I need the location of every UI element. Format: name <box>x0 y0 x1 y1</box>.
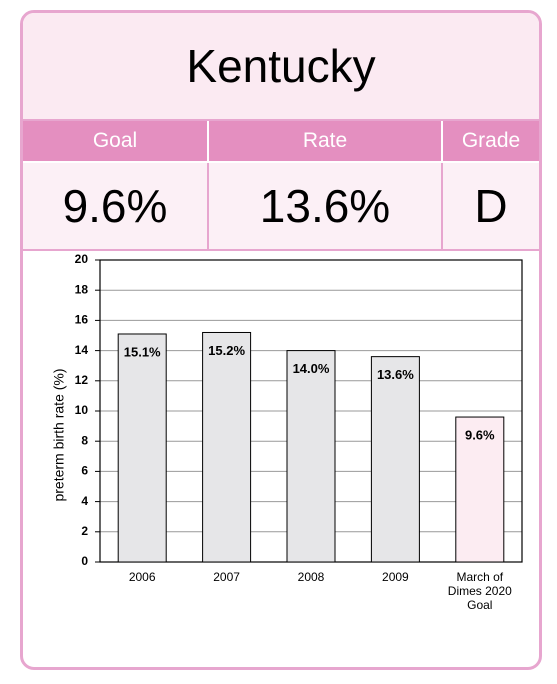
x-tick-label: 2007 <box>213 570 240 584</box>
y-tick-label: 2 <box>81 524 88 538</box>
bar <box>117 333 167 563</box>
value-label: 9.6% <box>465 427 495 442</box>
value-label: 15.2% <box>208 343 245 358</box>
y-tick-label: 20 <box>75 252 89 266</box>
value-label: 13.6% <box>377 367 414 382</box>
x-tick-label: 2009 <box>382 570 409 584</box>
bar <box>370 356 420 563</box>
y-tick-label: 0 <box>81 554 88 568</box>
bar <box>202 331 252 563</box>
column-header: Grade <box>443 121 539 161</box>
column-header: Rate <box>209 121 441 161</box>
column-header: Goal <box>23 121 207 161</box>
y-tick-label: 6 <box>81 464 88 478</box>
y-tick-label: 18 <box>75 282 89 296</box>
y-axis-label: preterm birth rate (%) <box>51 368 67 501</box>
grade-value: D <box>443 163 539 251</box>
value-label: 14.0% <box>293 361 330 376</box>
value-label: 15.1% <box>124 344 161 359</box>
bar <box>286 350 336 563</box>
y-tick-label: 16 <box>75 313 89 327</box>
x-tick-label: 2006 <box>128 570 156 584</box>
rate-value: 13.6% <box>209 163 443 251</box>
y-tick-label: 12 <box>75 373 89 387</box>
y-tick-label: 8 <box>81 433 88 447</box>
state-title: Kentucky <box>23 13 539 121</box>
goal-value: 9.6% <box>23 163 209 251</box>
y-tick-label: 4 <box>81 494 88 508</box>
y-tick-label: 14 <box>75 343 89 357</box>
x-tick-label: 2008 <box>297 570 325 584</box>
x-tick-label: March of Dimes 2020 Goal <box>447 570 512 612</box>
bar <box>455 416 505 563</box>
y-tick-label: 10 <box>75 403 89 417</box>
